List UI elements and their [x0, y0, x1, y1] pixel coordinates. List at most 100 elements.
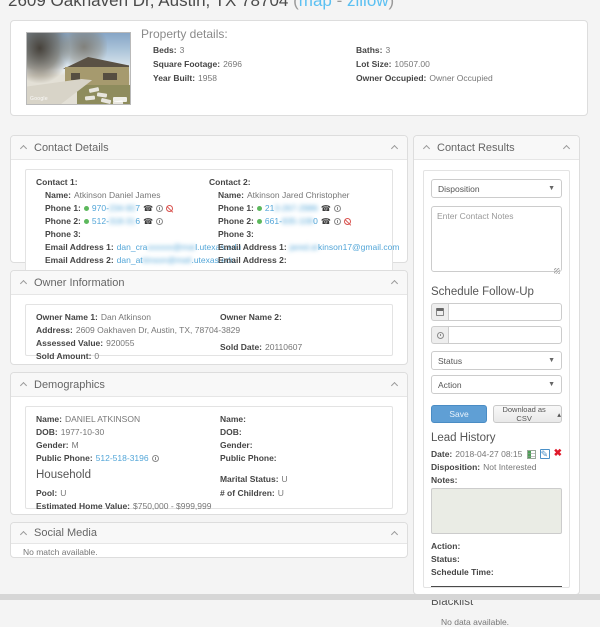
- property-address: 2609 Oakhaven Dr, Austin, TX 78704: [8, 0, 289, 10]
- pool-value: U: [60, 488, 67, 498]
- blacklist-empty-text: No data available.: [441, 617, 510, 627]
- marital-status: U: [281, 474, 288, 484]
- call-icon[interactable]: ☎: [320, 216, 331, 226]
- owner-occupied-value: Owner Occupied: [429, 73, 493, 83]
- household-heading: Household: [36, 469, 91, 481]
- email-link[interactable]: dan_atkinson@mail.utexas.edu: [116, 255, 236, 265]
- panel-title: Social Media: [34, 527, 97, 539]
- resize-grip-icon[interactable]: [554, 268, 560, 274]
- status-select[interactable]: Status ▼: [431, 351, 562, 370]
- download-csv-button[interactable]: Download as CSV ▴: [493, 405, 562, 423]
- contact-heading: Contact 1:: [36, 177, 78, 187]
- page-title: 2609 Oakhaven Dr, Austin, TX 78704 (map …: [8, 0, 394, 11]
- collapse-icon[interactable]: [19, 144, 28, 153]
- panel-title: Contact Details: [34, 141, 109, 154]
- divider: [431, 586, 562, 587]
- year-built-value: 1958: [198, 73, 217, 83]
- collapse-icon[interactable]: [390, 279, 399, 288]
- clock-icon: [436, 331, 444, 339]
- collapse-icon[interactable]: [562, 144, 571, 153]
- redacted-text: jared.at: [289, 242, 319, 252]
- schedule-call-icon[interactable]: [151, 455, 159, 462]
- property-details-panel: Google Property details: Beds: 3 Square F…: [10, 20, 588, 116]
- public-phone-link[interactable]: 512-518-3196: [95, 453, 149, 463]
- lead-history-disposition: Not Interested: [483, 462, 537, 472]
- call-icon[interactable]: ☎: [143, 203, 154, 213]
- demographics-person-2: Name: DOB: Gender: Public Phone:: [219, 414, 277, 463]
- phone-status-dot-icon: [256, 219, 262, 224]
- contact-details-header[interactable]: Contact Details: [11, 136, 407, 160]
- clock-addon: [431, 326, 448, 344]
- children-count: U: [277, 488, 284, 498]
- collapse-icon[interactable]: [390, 530, 399, 538]
- collapse-icon[interactable]: [422, 144, 431, 153]
- calendar-addon: [431, 303, 448, 321]
- collapse-icon[interactable]: [19, 530, 28, 538]
- save-button[interactable]: Save: [431, 405, 487, 423]
- caret-down-icon: ▼: [548, 357, 555, 364]
- call-icon[interactable]: ☎: [320, 203, 331, 213]
- assessed-value: 920055: [106, 338, 135, 348]
- redacted-digits: 3-267-2986: [274, 203, 318, 213]
- collapse-icon[interactable]: [19, 381, 28, 390]
- contact-results-header[interactable]: Contact Results: [414, 136, 579, 160]
- followup-date-input[interactable]: [448, 303, 562, 321]
- email-link[interactable]: jared.atkinson17@gmail.com: [289, 242, 400, 252]
- phone-link[interactable]: 213-267-2986: [264, 203, 318, 213]
- map-link[interactable]: map: [298, 0, 332, 10]
- block-number-icon[interactable]: [343, 218, 351, 225]
- panel-title: Demographics: [34, 378, 105, 391]
- sold-date: 20110607: [265, 342, 303, 352]
- zillow-link[interactable]: zillow: [346, 0, 389, 10]
- schedule-call-icon[interactable]: [333, 205, 341, 212]
- collapse-icon[interactable]: [390, 381, 399, 390]
- social-media-empty-text: No match available.: [23, 547, 98, 557]
- redacted-text: kinson@mail: [142, 255, 192, 265]
- sqft-value: 2696: [223, 59, 242, 69]
- delete-record-icon[interactable]: ✖: [553, 448, 562, 459]
- owner-information-panel: Owner Information Owner Name 1: Dan Atkin…: [10, 270, 408, 365]
- page-bottom-strip: [0, 594, 600, 600]
- sold-amount: 0: [94, 351, 100, 361]
- edit-record-icon[interactable]: [539, 448, 550, 460]
- collapse-icon[interactable]: [19, 279, 28, 288]
- contact-notes-input[interactable]: [431, 206, 562, 272]
- action-select[interactable]: Action ▼: [431, 375, 562, 394]
- contact-details-panel: Contact Details Contact 1: Name: Atkinson…: [10, 135, 408, 274]
- owner-information-header[interactable]: Owner Information: [11, 271, 407, 295]
- redacted-text: xxxxxx@mai: [147, 242, 196, 252]
- lead-history-heading: Lead History: [431, 432, 496, 444]
- demographics-person-1: Name: DANIEL ATKINSON DOB: 1977-10-30 Gend…: [36, 413, 159, 465]
- lead-history-notes[interactable]: [431, 488, 562, 534]
- panel-title: Contact Results: [437, 141, 515, 154]
- property-fields-left: Beds: 3 Square Footage: 2696 Year Built: 19…: [153, 45, 242, 83]
- social-media-header[interactable]: Social Media: [11, 523, 407, 544]
- demographics-header[interactable]: Demographics: [11, 373, 407, 397]
- redacted-digits: 835-108: [281, 216, 314, 226]
- phone-status-dot-icon: [83, 206, 89, 211]
- followup-time-input[interactable]: [448, 326, 562, 344]
- phone-link[interactable]: 970-234-907: [91, 203, 141, 213]
- contact-name: Atkinson Daniel James: [73, 190, 161, 200]
- export-record-icon[interactable]: [526, 449, 536, 459]
- block-number-icon[interactable]: [166, 205, 174, 212]
- schedule-call-icon[interactable]: [333, 218, 341, 225]
- schedule-call-icon[interactable]: [156, 218, 164, 225]
- caret-up-icon: ▴: [557, 409, 561, 419]
- phone-link[interactable]: 661-835-1080: [264, 216, 318, 226]
- demo-gender: M: [71, 440, 79, 450]
- contact-name: Atkinson Jared Christopher: [246, 190, 350, 200]
- disposition-select[interactable]: Disposition ▼: [431, 179, 562, 198]
- property-fields-right: Baths: 3 Lot Size: 10507.00 Owner Occupied…: [356, 45, 493, 83]
- phone-link[interactable]: 512-318-316: [91, 216, 141, 226]
- collapse-icon[interactable]: [390, 144, 399, 153]
- schedule-call-icon[interactable]: [156, 205, 164, 212]
- panel-title: Owner Information: [34, 276, 125, 289]
- redacted-digits: 234-90: [108, 203, 136, 213]
- google-watermark: Google: [30, 96, 48, 102]
- schedule-followup-heading: Schedule Follow-Up: [431, 286, 534, 298]
- call-icon[interactable]: ☎: [143, 216, 154, 226]
- contact-2-column: Contact 2: Name: Atkinson Jared Christoph…: [209, 177, 400, 265]
- email-link[interactable]: dan_craxxxxxx@mail.utexas.edu: [116, 242, 242, 252]
- owner-address: 2609 Oakhaven Dr, Austin, TX, 78704-3829: [75, 325, 241, 335]
